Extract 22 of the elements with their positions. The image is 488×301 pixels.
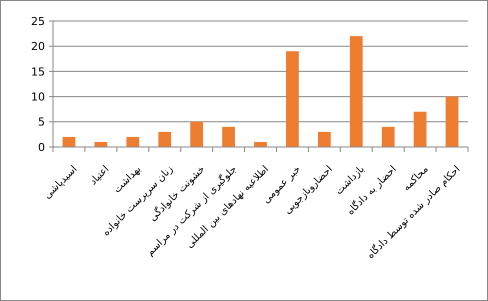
bar: [158, 132, 172, 147]
bar: [382, 126, 395, 147]
y-tick-label: 5: [38, 116, 45, 129]
y-tick-label: 0: [38, 140, 45, 154]
y-tick-label: 10: [31, 90, 45, 104]
x-tick-label: اسیدپاشی: [42, 164, 80, 202]
bar: [254, 142, 267, 147]
bar: [286, 51, 299, 147]
bar: [126, 136, 140, 147]
bar: [414, 112, 426, 147]
bar: [350, 36, 363, 147]
y-tick-label: 25: [31, 14, 45, 28]
bar: [94, 142, 108, 147]
bar: [318, 132, 331, 147]
y-tick-label: 15: [31, 65, 45, 78]
x-tick-label: بازداشت: [334, 164, 367, 198]
x-tick-label: اعتیاد: [88, 164, 112, 188]
bar: [446, 96, 458, 147]
bar: [62, 136, 76, 147]
bar: [190, 122, 204, 147]
y-tick-label: 20: [31, 40, 45, 54]
bar: [222, 126, 235, 147]
